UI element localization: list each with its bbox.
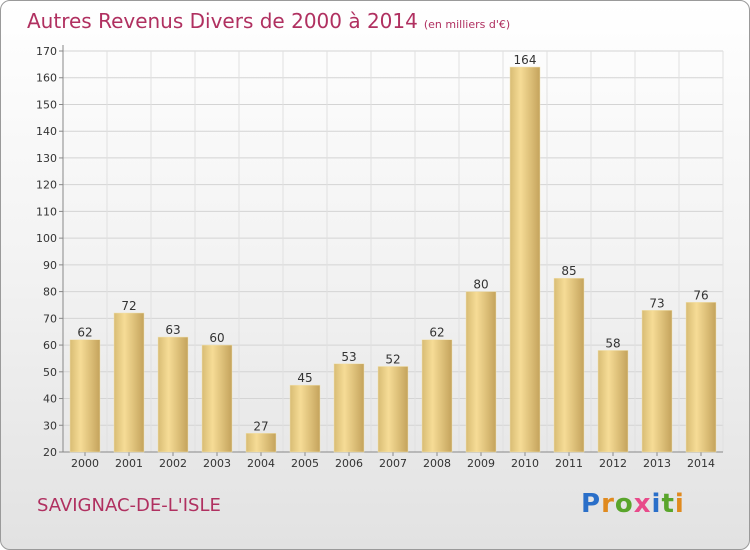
y-tick-label: 60 bbox=[43, 339, 57, 352]
data-label: 27 bbox=[253, 419, 268, 433]
y-tick-label: 170 bbox=[36, 45, 57, 58]
data-label: 80 bbox=[473, 278, 488, 292]
x-tick-label: 2004 bbox=[247, 457, 275, 470]
y-tick-label: 90 bbox=[43, 259, 57, 272]
y-tick-label: 80 bbox=[43, 286, 57, 299]
y-tick-label: 110 bbox=[36, 205, 57, 218]
bar bbox=[157, 336, 189, 453]
bar bbox=[201, 344, 233, 453]
data-label: 164 bbox=[514, 53, 537, 67]
x-tick-label: 2003 bbox=[203, 457, 231, 470]
bar bbox=[377, 366, 409, 453]
logo-letter: P bbox=[581, 489, 602, 519]
data-labels: 62 72 63 60 27 45 53 52 62 80 164 85 58 73 76 bbox=[77, 53, 708, 433]
x-tick-label: 2007 bbox=[379, 457, 407, 470]
bar bbox=[113, 312, 145, 453]
axes: 20 30 40 50 60 70 80 90 100 110 120 130 140 150 160 170… bbox=[36, 45, 723, 470]
x-tick-label: 2012 bbox=[599, 457, 627, 470]
x-tick-label: 2010 bbox=[511, 457, 539, 470]
bar bbox=[685, 302, 717, 453]
data-label: 45 bbox=[297, 371, 312, 385]
title-unit: (en milliers d'€) bbox=[423, 18, 511, 31]
bar bbox=[465, 291, 497, 453]
y-tick-label: 70 bbox=[43, 312, 57, 325]
data-label: 85 bbox=[561, 264, 576, 278]
y-tick-label: 30 bbox=[43, 419, 57, 432]
title-text: Autres Revenus Divers de 2000 à 2014 bbox=[27, 9, 418, 33]
data-label: 58 bbox=[605, 336, 620, 350]
logo-letter: r bbox=[601, 489, 615, 519]
x-tick-label: 2008 bbox=[423, 457, 451, 470]
bar bbox=[421, 339, 453, 453]
bar bbox=[69, 339, 101, 453]
x-tick-label: 2006 bbox=[335, 457, 363, 470]
x-tick-label: 2002 bbox=[159, 457, 187, 470]
data-label: 62 bbox=[77, 326, 92, 340]
logo-letter: x bbox=[633, 489, 652, 519]
bar bbox=[641, 310, 673, 453]
chart-title: Autres Revenus Divers de 2000 à 2014 (en … bbox=[27, 9, 510, 33]
bar bbox=[333, 363, 365, 453]
x-tick-label: 2014 bbox=[687, 457, 715, 470]
data-label: 72 bbox=[121, 299, 136, 313]
y-tick-label: 140 bbox=[36, 125, 57, 138]
y-tick-label: 40 bbox=[43, 393, 57, 406]
x-tick-label: 2001 bbox=[115, 457, 143, 470]
proxiti-logo: Proxiti bbox=[581, 489, 685, 519]
y-tick-label: 100 bbox=[36, 232, 57, 245]
y-tick-label: 20 bbox=[43, 446, 57, 459]
x-tick-label: 2005 bbox=[291, 457, 319, 470]
data-label: 73 bbox=[649, 296, 664, 310]
data-label: 53 bbox=[341, 350, 356, 364]
bar bbox=[553, 277, 585, 453]
bar bbox=[245, 433, 277, 453]
data-label: 60 bbox=[209, 331, 224, 345]
bar bbox=[597, 350, 629, 453]
data-label: 52 bbox=[385, 352, 400, 366]
bar bbox=[289, 384, 321, 453]
commune-name: SAVIGNAC-DE-L'ISLE bbox=[37, 495, 221, 516]
y-tick-label: 130 bbox=[36, 152, 57, 165]
y-tick-label: 150 bbox=[36, 98, 57, 111]
data-label: 63 bbox=[165, 323, 180, 337]
logo-letter: i bbox=[651, 489, 662, 519]
logo-letter: o bbox=[614, 489, 634, 519]
y-tick-label: 120 bbox=[36, 179, 57, 192]
bar bbox=[509, 66, 541, 453]
y-tick-label: 160 bbox=[36, 72, 57, 85]
x-tick-label: 2000 bbox=[71, 457, 99, 470]
data-label: 62 bbox=[429, 326, 444, 340]
y-tick-label: 50 bbox=[43, 366, 57, 379]
x-tick-label: 2013 bbox=[643, 457, 671, 470]
bars bbox=[69, 66, 717, 453]
logo-letter: i bbox=[674, 489, 685, 519]
x-tick-label: 2009 bbox=[467, 457, 495, 470]
x-tick-label: 2011 bbox=[555, 457, 583, 470]
logo-letter: t bbox=[661, 489, 675, 519]
data-label: 76 bbox=[693, 288, 708, 302]
